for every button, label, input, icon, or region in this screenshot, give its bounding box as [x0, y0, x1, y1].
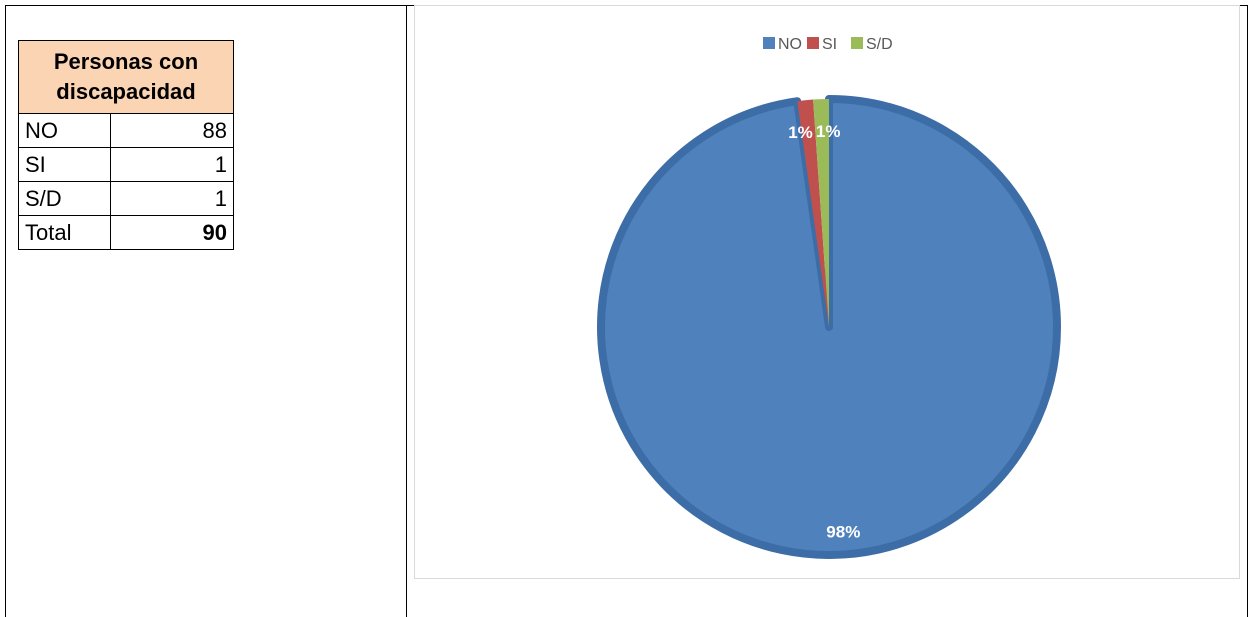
- legend-entry-si: SI: [807, 36, 837, 53]
- legend-label-si: SI: [822, 36, 837, 53]
- pie-slices: [597, 95, 1061, 559]
- disability-table: Personas con discapacidad NO 88 SI 1 S/D…: [18, 40, 234, 250]
- table-header: Personas con discapacidad: [18, 40, 234, 114]
- row-label-sd: S/D: [18, 181, 111, 216]
- row-label-no: NO: [18, 113, 111, 148]
- table-row: S/D 1: [18, 181, 234, 216]
- data-label-no: 98%: [826, 523, 860, 542]
- table-row: NO 88: [18, 113, 234, 148]
- data-label-s-d: 1%: [816, 122, 841, 141]
- chart-legend: NO SI S/D: [763, 36, 893, 53]
- total-value: 90: [110, 215, 234, 250]
- pie-slice-si: [797, 99, 829, 328]
- pie-data-labels: 98% 1% 1%: [788, 122, 860, 542]
- row-value-sd: 1: [110, 181, 234, 216]
- pie-chart: NO SI S/D 98% 1% 1%: [597, 36, 1061, 559]
- legend-entry-s-d: S/D: [851, 36, 893, 53]
- table-total-row: Total 90: [18, 215, 234, 250]
- column-divider: [406, 5, 407, 617]
- row-label-si: SI: [18, 147, 111, 182]
- row-value-no: 88: [110, 113, 234, 148]
- chart-area: NO SI S/D 98% 1% 1%: [414, 5, 1240, 579]
- legend-label-no: NO: [778, 36, 802, 53]
- frame-right-border: [1247, 5, 1248, 617]
- pie-slice-s-d: [813, 99, 829, 327]
- row-value-si: 1: [110, 147, 234, 182]
- legend-swatch-si: [807, 37, 819, 49]
- frame-left-border: [5, 5, 6, 617]
- legend-label-s-d: S/D: [866, 36, 893, 53]
- table-row: SI 1: [18, 147, 234, 182]
- table-header-row: Personas con discapacidad: [18, 40, 234, 114]
- legend-swatch-s-d: [851, 37, 863, 49]
- legend-entry-no: NO: [763, 36, 802, 53]
- data-label-si: 1%: [788, 123, 813, 142]
- pie-slice-no: [597, 95, 1061, 559]
- legend-swatch-no: [763, 37, 775, 49]
- total-label: Total: [18, 215, 111, 250]
